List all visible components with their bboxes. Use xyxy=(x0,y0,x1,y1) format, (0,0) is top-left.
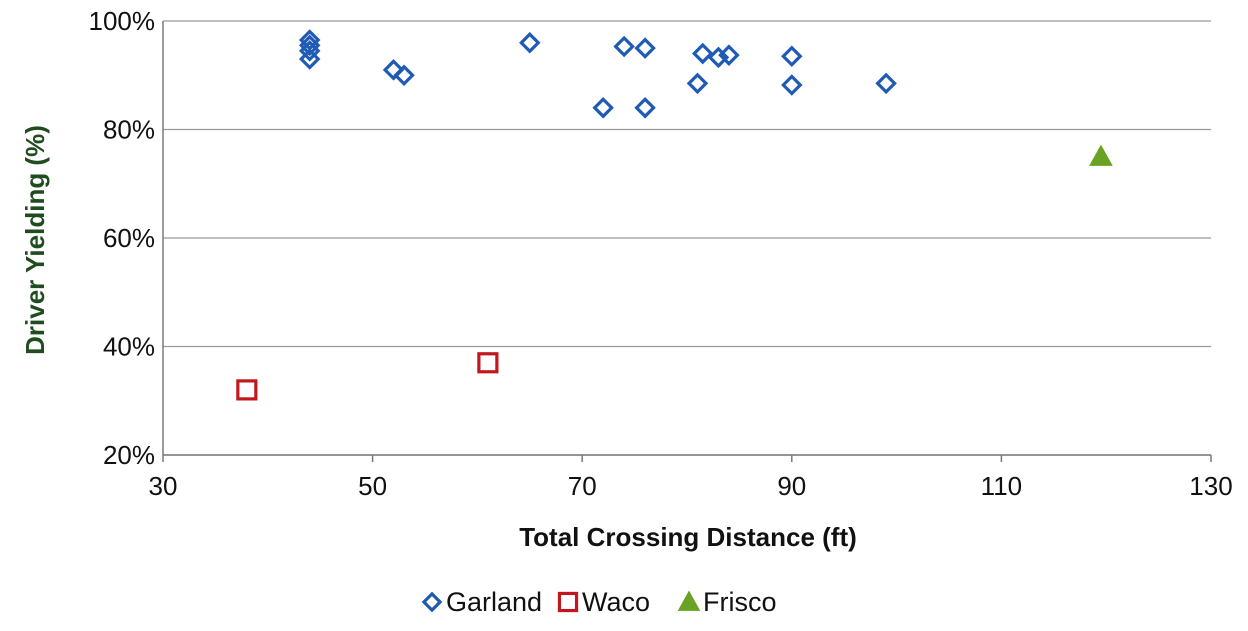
x-tick-label: 110 xyxy=(981,471,1022,501)
data-points xyxy=(236,29,1113,401)
x-axis-tick-labels: 30 50 70 90 110 130 xyxy=(149,471,1233,501)
x-tick-label: 130 xyxy=(1189,471,1232,501)
garland-point xyxy=(875,72,897,95)
y-tick-label: 40% xyxy=(103,332,155,362)
legend-label: Frisco xyxy=(703,587,777,617)
waco-point xyxy=(477,352,499,374)
garland-point xyxy=(592,97,614,119)
legend-garland-marker xyxy=(421,591,443,613)
garland-point xyxy=(298,48,321,70)
garland-point xyxy=(613,35,635,58)
x-tick-label: 70 xyxy=(568,471,597,501)
y-tick-label: 80% xyxy=(103,115,155,145)
y-tick-label: 20% xyxy=(103,440,155,470)
y-tick-label: 60% xyxy=(103,223,155,253)
garland-point xyxy=(382,59,405,81)
legend-item-waco: Waco xyxy=(557,587,650,617)
garland-point xyxy=(519,31,541,54)
garland-point xyxy=(718,44,740,66)
garland-point xyxy=(691,42,714,65)
legend-item-garland: Garland xyxy=(421,587,542,617)
x-tick-label: 90 xyxy=(777,471,806,501)
legend-item-frisco: Frisco xyxy=(677,587,777,617)
legend-waco-marker xyxy=(557,591,579,613)
garland-point xyxy=(298,34,321,57)
legend-label: Garland xyxy=(446,587,542,617)
garland-point xyxy=(781,45,803,68)
waco-point xyxy=(236,379,258,401)
frisco-point xyxy=(1089,144,1113,166)
garland-point xyxy=(298,40,321,62)
y-axis-title: Driver Yielding (%) xyxy=(20,125,50,355)
garland-point xyxy=(634,97,656,119)
y-axis-tick-labels: 20% 40% 60% 80% 100% xyxy=(89,6,156,470)
garland-point xyxy=(781,74,803,96)
legend: Garland Waco Frisco xyxy=(421,587,777,617)
garland-point xyxy=(393,64,415,87)
gridlines xyxy=(163,20,1211,456)
legend-label: Waco xyxy=(582,587,650,617)
garland-point xyxy=(686,72,709,95)
axes xyxy=(162,21,1212,462)
garland-point xyxy=(634,37,656,59)
x-tick-label: 50 xyxy=(358,471,387,501)
x-axis-title: Total Crossing Distance (ft) xyxy=(519,522,857,552)
garland-point xyxy=(707,46,730,69)
legend-frisco-marker xyxy=(677,590,701,611)
x-tick-label: 30 xyxy=(149,471,178,501)
y-tick-label: 100% xyxy=(89,6,156,36)
